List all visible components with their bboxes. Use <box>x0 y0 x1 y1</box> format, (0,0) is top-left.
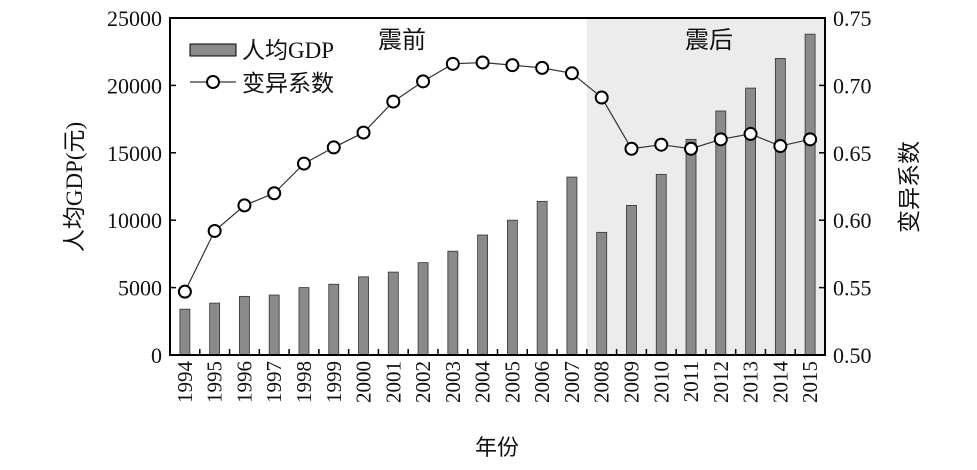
bar-2008 <box>596 231 608 356</box>
bar-1997 <box>268 294 280 356</box>
x-tick-label: 2010 <box>649 361 673 403</box>
x-tick-label: 2011 <box>679 361 703 402</box>
x-tick-label: 2015 <box>798 361 822 403</box>
x-axis-label: 年份 <box>475 435 519 460</box>
y-axis-label: 人均GDP(元) <box>62 122 87 252</box>
y2-tick-label: 0.65 <box>833 141 872 166</box>
x-tick-label: 2008 <box>590 361 614 403</box>
x-tick-label: 2004 <box>471 361 495 404</box>
cv-point-2003 <box>445 56 460 71</box>
x-tick-label: 2014 <box>768 361 792 404</box>
y-tick-label: 0 <box>151 343 162 368</box>
bar-2000 <box>358 276 369 356</box>
x-tick-label: 1997 <box>262 361 286 403</box>
bar-2007 <box>566 176 578 356</box>
x-tick-label: 1998 <box>292 361 316 403</box>
x-tick-label: 1996 <box>232 361 256 403</box>
cv-point-2010 <box>654 137 669 152</box>
x-tick-label: 2012 <box>709 361 733 403</box>
bar-2009 <box>626 204 637 356</box>
y-tick-label: 5000 <box>118 276 162 301</box>
bar-1994 <box>179 308 191 356</box>
bar-2004 <box>477 234 489 356</box>
bar-1999 <box>328 283 340 356</box>
cv-point-2004 <box>475 55 490 70</box>
legend: 人均GDP 变异系数 <box>189 38 334 96</box>
y-tick-label: 10000 <box>107 208 162 233</box>
y2-axis-label: 变异系数 <box>897 141 922 233</box>
annotation-after: 震后 <box>685 27 733 54</box>
bar-1995 <box>209 302 221 356</box>
bar-2005 <box>506 219 518 356</box>
post-earthquake-shading <box>586 18 825 355</box>
cv-point-2012 <box>713 132 728 147</box>
x-tick-label: 2001 <box>381 361 405 403</box>
bar-2003 <box>447 250 459 356</box>
cv-point-2011 <box>684 141 699 156</box>
bar-2002 <box>417 262 429 356</box>
cv-point-2014 <box>773 139 788 154</box>
y2-tick-label: 0.60 <box>833 208 872 233</box>
x-tick-label: 2006 <box>530 361 554 403</box>
y2-tick-label: 0.55 <box>833 276 872 301</box>
cv-point-1997 <box>267 186 282 201</box>
cv-point-2009 <box>624 141 639 156</box>
cv-point-2013 <box>743 126 758 141</box>
y2-tick-label: 0.75 <box>833 6 872 31</box>
bar-2006 <box>536 200 548 356</box>
x-tick-label: 2013 <box>739 361 763 403</box>
bar-1998 <box>298 287 310 356</box>
bar-1996 <box>239 295 250 356</box>
x-tick-label: 1995 <box>203 361 227 403</box>
legend-label-cv: 变异系数 <box>242 71 334 96</box>
legend-label-gdp: 人均GDP <box>242 38 334 63</box>
y-tick-label: 25000 <box>107 6 162 31</box>
cv-point-2015 <box>803 132 818 147</box>
cv-point-2001 <box>386 94 401 109</box>
cv-point-1998 <box>296 156 311 171</box>
x-tick-label: 1994 <box>173 361 197 404</box>
cv-point-2005 <box>505 58 520 73</box>
y-tick-label: 15000 <box>107 141 162 166</box>
cv-point-2008 <box>594 90 609 105</box>
cv-point-1999 <box>326 140 341 155</box>
cv-point-2000 <box>356 125 371 140</box>
cv-line <box>184 61 811 292</box>
y2-tick-label: 0.70 <box>833 73 872 98</box>
bar-2011 <box>685 138 697 356</box>
bar-2010 <box>655 173 667 356</box>
bar-2015 <box>804 33 816 356</box>
cv-point-1994 <box>177 284 192 299</box>
cv-point-1996 <box>237 198 252 213</box>
bar-2012 <box>715 110 727 356</box>
x-tick-label: 1999 <box>322 361 346 403</box>
x-tick-label: 2005 <box>500 361 524 403</box>
x-tick-label: 2007 <box>560 361 584 403</box>
cv-point-2006 <box>535 60 550 75</box>
legend-circle-marker <box>206 75 220 89</box>
annotation-before: 震前 <box>378 27 426 54</box>
x-tick-label: 2009 <box>619 361 643 403</box>
x-tick-label: 2000 <box>352 361 376 403</box>
x-tick-label: 2002 <box>411 361 435 403</box>
legend-bar-swatch <box>189 43 237 57</box>
cv-point-1995 <box>207 223 222 238</box>
cv-point-2007 <box>564 66 579 81</box>
y-tick-label: 20000 <box>107 73 162 98</box>
y2-tick-label: 0.50 <box>833 343 872 368</box>
bar-2014 <box>774 58 786 356</box>
bar-2001 <box>387 271 399 356</box>
x-tick-label: 2003 <box>441 361 465 403</box>
cv-point-2002 <box>416 74 431 89</box>
